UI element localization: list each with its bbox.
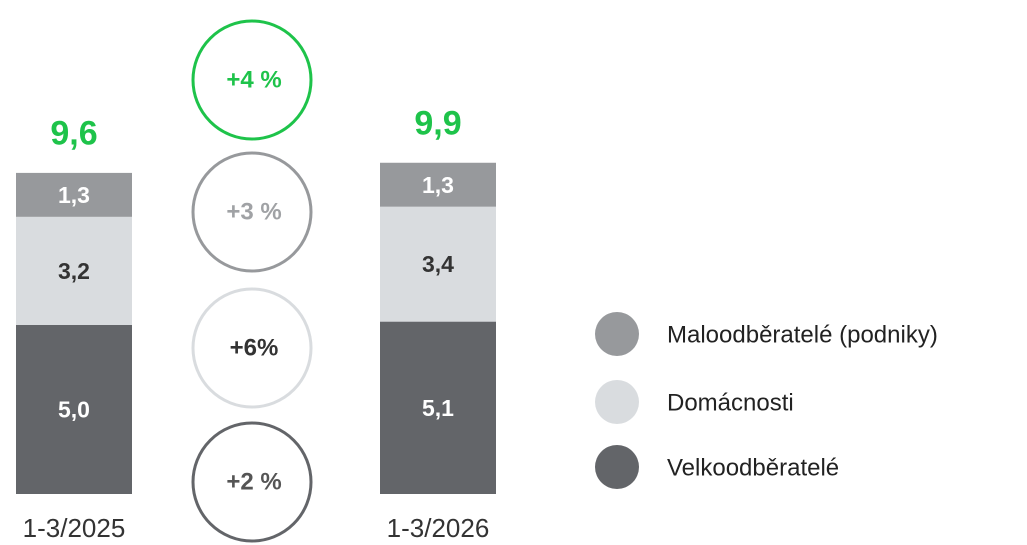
change-circle — [191, 151, 313, 273]
bar-segment — [380, 162, 496, 207]
legend-label: Velkoodběratelé — [667, 454, 839, 481]
category-label: 1-3/2026 — [387, 513, 490, 543]
bar-segment — [380, 206, 496, 322]
legend-swatch — [595, 445, 639, 489]
change-label: +6% — [230, 334, 279, 361]
total-label: 9,9 — [414, 104, 461, 142]
category-label: 1-3/2025 — [23, 513, 126, 543]
change-label: +2 % — [226, 468, 281, 495]
bar-segment — [380, 321, 496, 494]
legend-swatch — [595, 380, 639, 424]
change-label: +3 % — [226, 198, 281, 225]
bar-segment — [16, 216, 132, 325]
value-label: 1,3 — [58, 182, 90, 208]
legend-label: Domácnosti — [667, 389, 794, 416]
change-circle — [191, 287, 313, 409]
legend-swatch — [595, 312, 639, 356]
change-circle — [191, 19, 313, 141]
bar-segment — [16, 172, 132, 217]
change-circle — [191, 421, 313, 543]
change-label: +4 % — [226, 66, 281, 93]
legend-label: Maloodběratelé (podniky) — [667, 321, 938, 348]
value-label: 1,3 — [422, 172, 454, 198]
value-label: 3,4 — [422, 251, 454, 277]
bar-segment — [16, 325, 132, 494]
value-label: 3,2 — [58, 258, 90, 284]
value-label: 5,1 — [422, 395, 454, 421]
value-label: 5,0 — [58, 397, 90, 423]
total-label: 9,6 — [50, 115, 97, 153]
